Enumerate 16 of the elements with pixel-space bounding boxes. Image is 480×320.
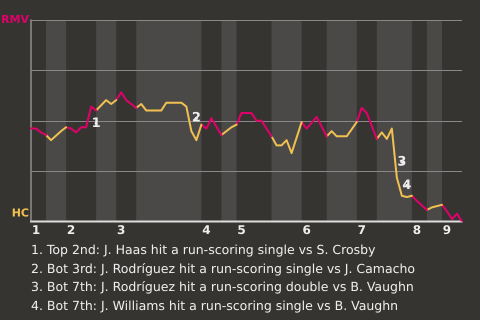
x-tick-label: 1 bbox=[32, 222, 40, 237]
text: 3. Bot 7th: J. Rodríguez hit a run-scoring double vs B. Vaughn bbox=[31, 278, 415, 296]
series-label: 3 bbox=[397, 154, 406, 170]
x-tick-label: 3 bbox=[117, 222, 126, 237]
text: 1. Top 2nd: J. Haas hit a run-scoring single vs S. Crosby bbox=[31, 241, 377, 259]
x-tick-label: 2 bbox=[66, 222, 76, 237]
x-tick-label: 8 bbox=[412, 222, 422, 237]
x-tick-label: 4 bbox=[202, 222, 211, 237]
text: RMV bbox=[1, 12, 30, 26]
text: 4. Bot 7th: J. Williams hit a run-scoring single vs B. Vaughn bbox=[31, 296, 400, 315]
text: HC bbox=[12, 206, 29, 220]
x-tick-label: 9 bbox=[442, 222, 452, 237]
x-tick-label: 5 bbox=[237, 222, 246, 237]
x-tick-label: 6 bbox=[302, 222, 311, 237]
text: 2. Bot 3rd: J. Rodríguez hit a run-scoring single vs J. Camacho bbox=[31, 260, 416, 278]
x-tick-label: 7 bbox=[358, 222, 366, 237]
